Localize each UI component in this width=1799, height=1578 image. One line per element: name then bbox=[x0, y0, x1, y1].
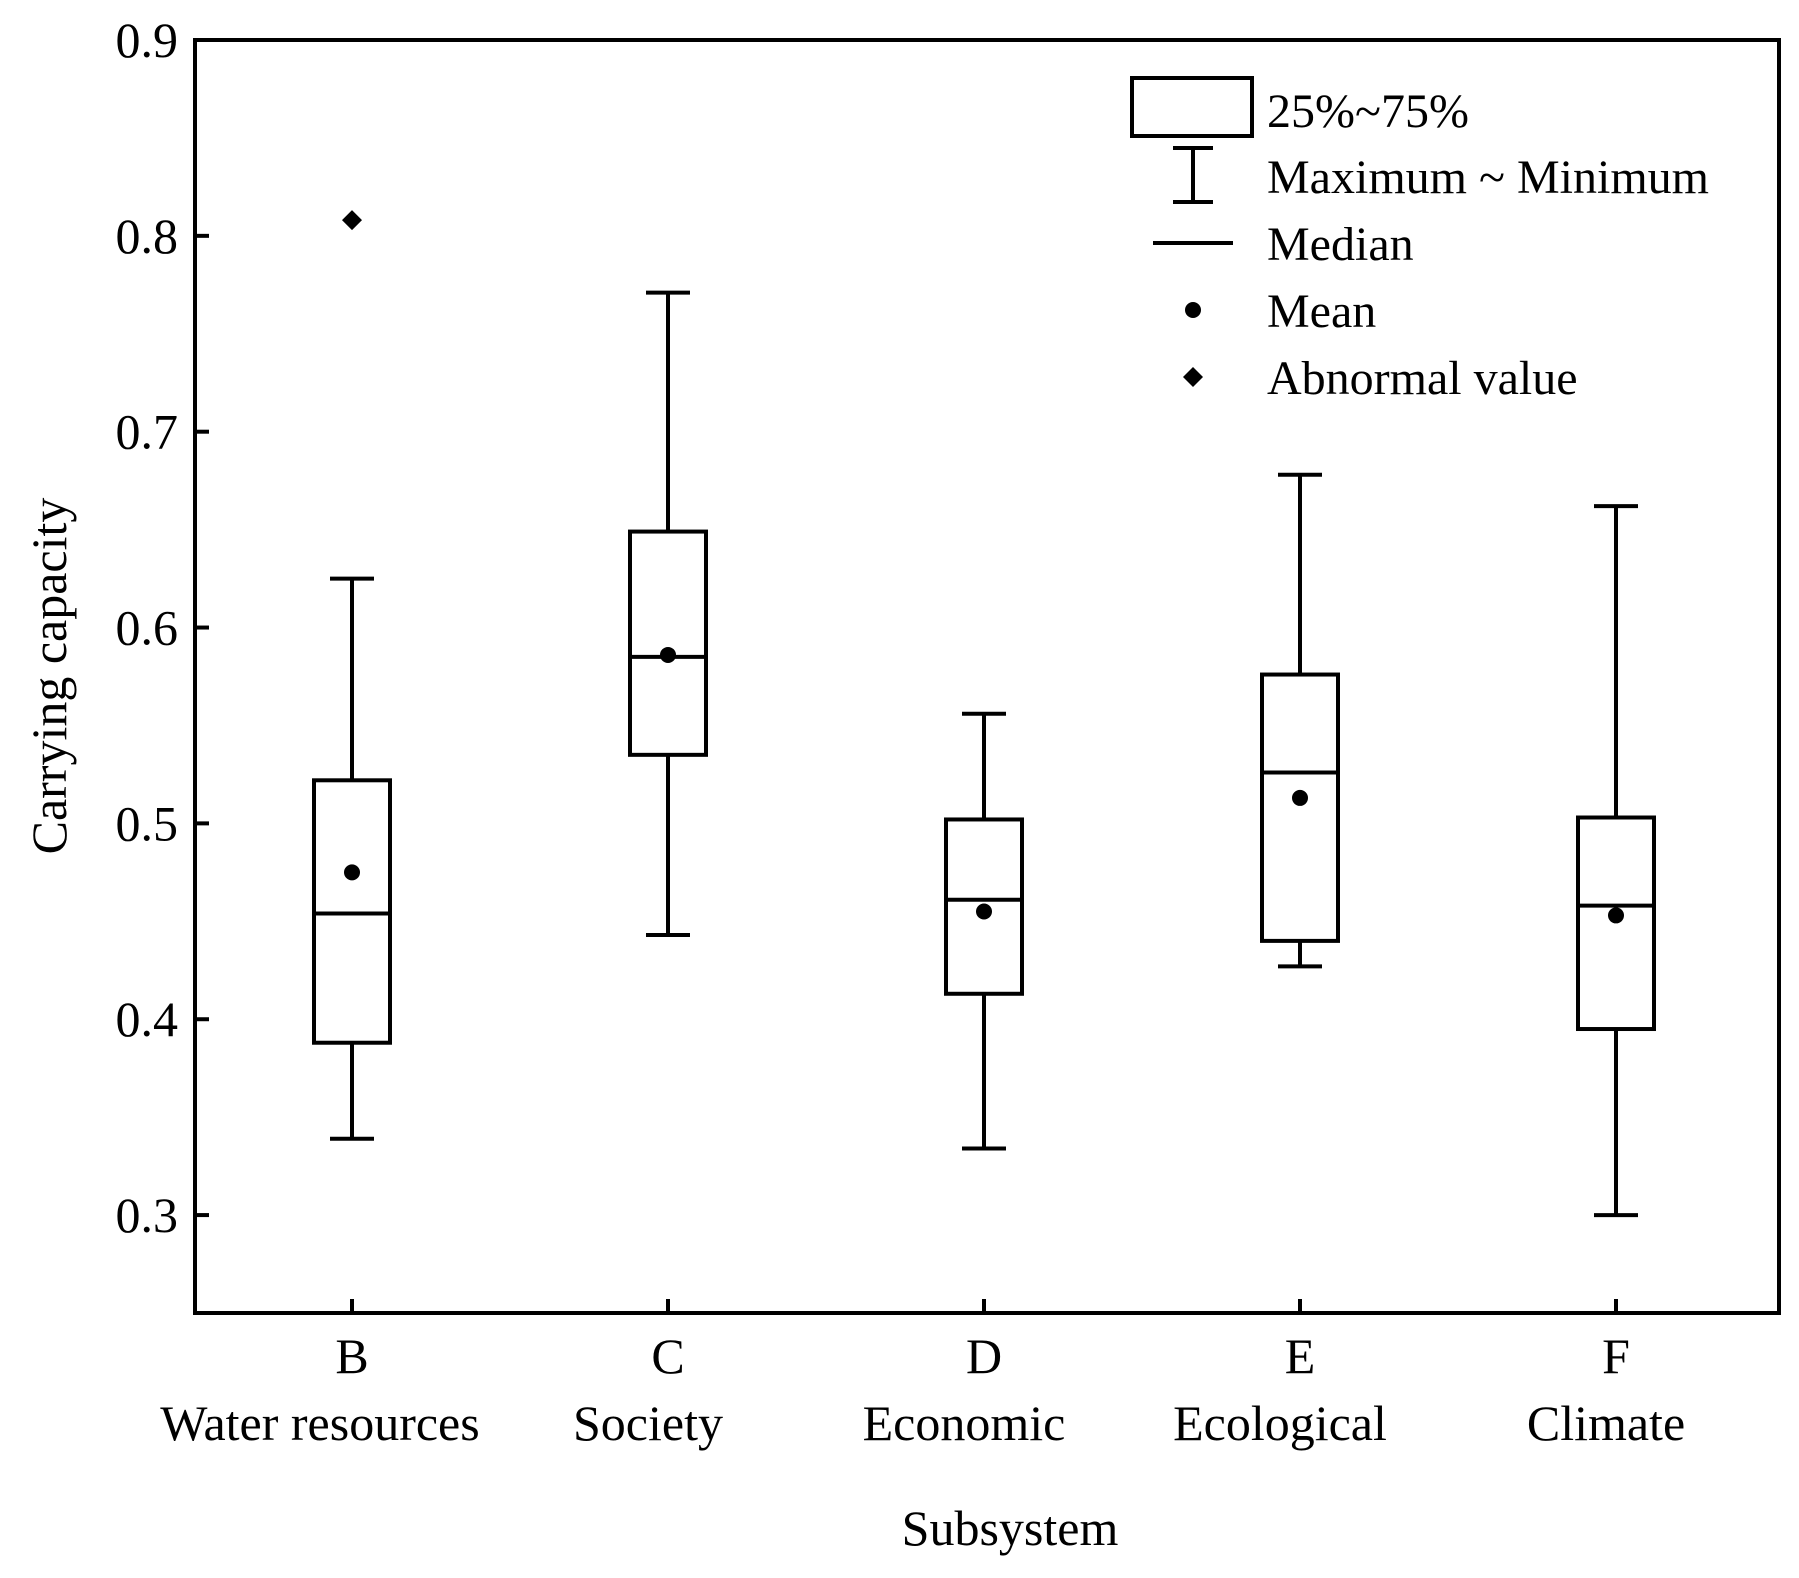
y-tick-label: 0.5 bbox=[116, 795, 179, 851]
mean-dot bbox=[1292, 789, 1308, 806]
y-tick-label: 0.4 bbox=[116, 991, 179, 1047]
box-group-D bbox=[944, 711, 1024, 1151]
box-group-C bbox=[628, 290, 708, 938]
mean-dot bbox=[976, 903, 992, 920]
y-axis-title: Carrying capacity bbox=[21, 498, 77, 855]
legend-label-whisker: Maximum ~ Minimum bbox=[1267, 151, 1709, 204]
y-tick-label: 0.6 bbox=[116, 600, 179, 656]
box-series bbox=[312, 210, 1656, 1218]
x-tick-label-name: Climate bbox=[1527, 1395, 1685, 1451]
x-axis-title: Subsystem bbox=[902, 1500, 1119, 1556]
x-tick-label-code: C bbox=[651, 1328, 684, 1384]
x-tick-label-name: Economic bbox=[863, 1395, 1066, 1451]
legend-outlier-symbol bbox=[1183, 367, 1203, 387]
mean-dot bbox=[660, 646, 676, 663]
x-tick-label-code: F bbox=[1602, 1328, 1630, 1384]
legend-label-median: Median bbox=[1267, 218, 1414, 271]
y-axis: 0.3 0.4 0.5 0.6 0.7 0.8 0.9 bbox=[116, 12, 209, 1243]
mean-dot bbox=[344, 864, 360, 881]
x-tick-label-name: Society bbox=[573, 1395, 723, 1451]
x-tick-label-name: Water resources bbox=[160, 1395, 479, 1451]
legend-box-symbol bbox=[1130, 76, 1254, 138]
iqr-box bbox=[628, 529, 708, 757]
y-tick-label: 0.7 bbox=[116, 404, 179, 460]
y-tick-label: 0.3 bbox=[116, 1187, 179, 1243]
x-tick-label-code: D bbox=[966, 1328, 1002, 1384]
legend-label-box: 25%~75% bbox=[1267, 85, 1469, 138]
plot-border bbox=[193, 38, 1781, 1315]
iqr-box bbox=[944, 817, 1024, 996]
x-axis: B Water resources C Society D Economic E Ecolog… bbox=[160, 1299, 1685, 1451]
legend: 25%~75% Maximum ~ Minimum Median Mean Ab… bbox=[1130, 76, 1709, 405]
x-tick-label-code: B bbox=[335, 1328, 368, 1384]
y-tick-label: 0.8 bbox=[116, 208, 179, 264]
y-tick-label: 0.9 bbox=[116, 12, 179, 68]
legend-label-mean: Mean bbox=[1267, 285, 1376, 338]
plot-area bbox=[193, 38, 1781, 1315]
box-group-B bbox=[312, 210, 392, 1141]
legend-mean-symbol bbox=[1185, 302, 1201, 318]
iqr-box bbox=[1260, 672, 1340, 943]
x-tick-label-name: Ecological bbox=[1173, 1395, 1387, 1451]
x-tick-label-code: E bbox=[1285, 1328, 1316, 1384]
legend-label-outlier: Abnormal value bbox=[1267, 352, 1578, 405]
outlier-point bbox=[342, 210, 362, 231]
mean-dot bbox=[1608, 907, 1624, 924]
box-group-F bbox=[1576, 504, 1656, 1218]
box-group-E bbox=[1260, 472, 1340, 969]
